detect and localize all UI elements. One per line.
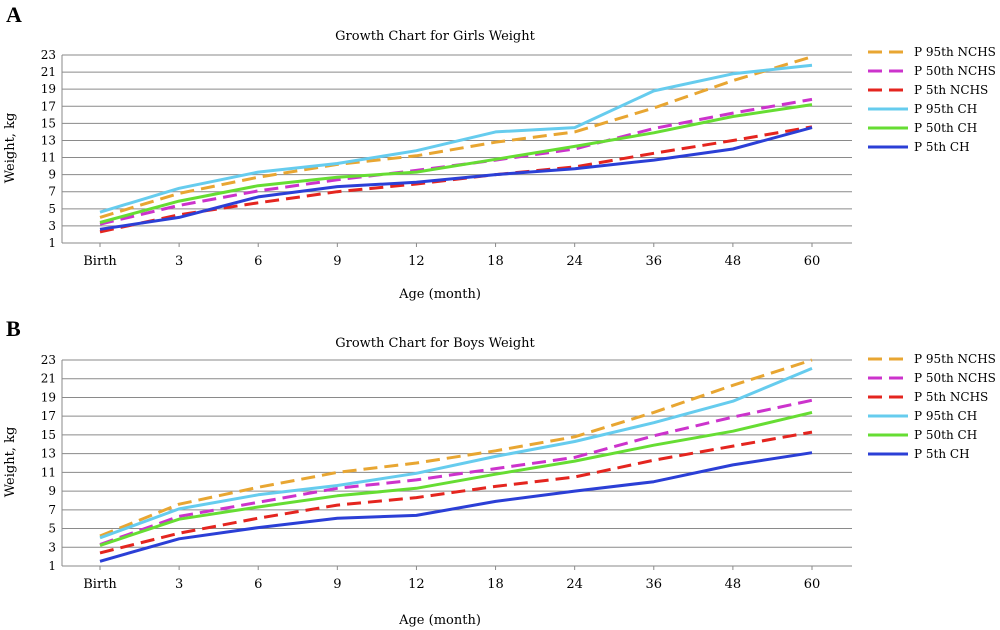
chart-title: Growth Chart for Boys Weight (335, 336, 535, 351)
x-tick-label: 6 (254, 254, 262, 269)
legend-label: P 95th CH (914, 409, 977, 423)
panel-letter: A (6, 2, 22, 27)
y-tick-label: 17 (41, 99, 56, 113)
series-line-p-95th-nchs (99, 358, 813, 538)
y-tick-label: 1 (48, 236, 56, 250)
y-tick-label: 15 (41, 428, 56, 442)
x-tick-label: 18 (487, 254, 504, 269)
chart-title: Growth Chart for Girls Weight (335, 29, 535, 44)
series-line-p-50th-ch (99, 103, 813, 224)
legend: P 95th NCHS P 50th NCHS P 5th NCHS P 95th C… (868, 352, 996, 461)
y-tick-label: 3 (48, 540, 56, 554)
x-tick-label: 12 (408, 577, 425, 592)
x-tick-label: 18 (487, 577, 504, 592)
y-tick-label: 23 (41, 353, 56, 367)
x-tick-label: 24 (566, 254, 583, 269)
series-line-p-50th-nchs (99, 97, 813, 226)
y-tick-label: 7 (48, 503, 56, 517)
series-line-p-50th-ch (99, 410, 813, 547)
boys-weight-chart: B Growth Chart for Boys Weight Age (mont… (3, 316, 996, 628)
series-line-p-95th-ch (99, 63, 813, 214)
legend-label: P 5th NCHS (914, 390, 988, 404)
y-tick-label: 9 (48, 168, 56, 182)
x-tick-label: 48 (725, 577, 742, 592)
legend-label: P 95th NCHS (914, 352, 996, 366)
y-axis-label: Weight, kg (3, 427, 18, 498)
y-tick-label: 11 (41, 151, 56, 165)
panel-letter: B (6, 316, 21, 341)
x-tick-label: 60 (804, 577, 821, 592)
legend-label: P 5th NCHS (914, 83, 988, 97)
legend-label: P 95th CH (914, 102, 977, 116)
series-lines (99, 55, 813, 234)
legend-label: P 95th NCHS (914, 45, 996, 59)
y-tick-label: 3 (48, 219, 56, 233)
x-tick-label: 24 (566, 577, 583, 592)
legend-label: P 5th CH (914, 447, 970, 461)
x-axis-label: Age (month) (398, 287, 481, 302)
series-line-p-95th-nchs (99, 55, 813, 219)
y-tick-label: 5 (48, 522, 56, 536)
x-tick-label: 36 (646, 254, 663, 269)
y-tick-label: 21 (41, 65, 56, 79)
x-tick-label: 36 (646, 577, 663, 592)
series-line-p-5th-ch (99, 126, 813, 231)
series-line-p-5th-nchs (99, 430, 813, 555)
series-line-p-95th-ch (99, 367, 813, 540)
y-tick-label: 15 (41, 116, 56, 130)
legend-label: P 50th CH (914, 428, 977, 442)
legend-label: P 50th CH (914, 121, 977, 135)
gridlines (61, 359, 852, 567)
x-tick-label: Birth (83, 577, 117, 592)
x-ticks: Birth 3 6 9 12 18 24 36 48 60 (83, 243, 820, 269)
y-tick-label: 19 (41, 82, 56, 96)
y-tick-label: 13 (41, 133, 56, 147)
y-tick-label: 13 (41, 447, 56, 461)
series-line-p-50th-nchs (99, 398, 813, 546)
legend-label: P 5th CH (914, 140, 970, 154)
legend-label: P 50th NCHS (914, 64, 996, 78)
legend: P 95th NCHS P 50th NCHS P 5th NCHS P 95th C… (868, 45, 996, 154)
legend-label: P 50th NCHS (914, 371, 996, 385)
girls-weight-chart: A Growth Chart for Girls Weight Age (mon… (3, 2, 996, 302)
x-ticks: Birth 3 6 9 12 18 24 36 48 60 (83, 566, 820, 592)
y-tick-label: 9 (48, 484, 56, 498)
y-axis-label: Weight, kg (3, 113, 18, 184)
x-tick-label: 60 (804, 254, 821, 269)
x-tick-label: Birth (83, 254, 117, 269)
x-tick-label: 3 (175, 577, 183, 592)
y-tick-label: 7 (48, 185, 56, 199)
y-tick-label: 5 (48, 202, 56, 216)
x-tick-label: 6 (254, 577, 262, 592)
y-tick-label: 23 (41, 48, 56, 62)
x-tick-label: 3 (175, 254, 183, 269)
y-tick-label: 19 (41, 390, 56, 404)
x-tick-label: 9 (333, 577, 341, 592)
y-tick-label: 17 (41, 409, 56, 423)
x-axis-label: Age (month) (398, 613, 481, 628)
x-tick-label: 48 (725, 254, 742, 269)
y-tick-label: 11 (41, 465, 56, 479)
y-tick-label: 1 (48, 559, 56, 573)
y-tick-label: 21 (41, 372, 56, 386)
x-tick-label: 12 (408, 254, 425, 269)
series-line-p-5th-ch (99, 451, 813, 563)
x-tick-label: 9 (333, 254, 341, 269)
series-lines (99, 358, 813, 563)
